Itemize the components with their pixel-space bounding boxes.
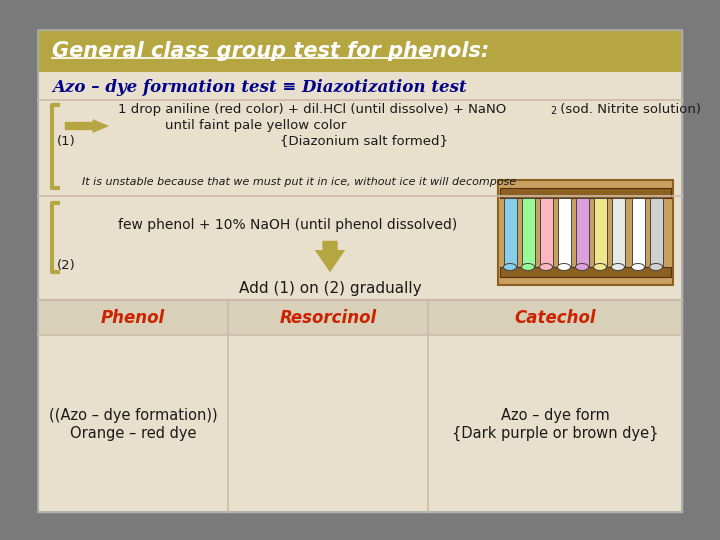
Text: 2: 2 <box>550 106 557 116</box>
Text: (2): (2) <box>57 259 76 272</box>
Text: Phenol: Phenol <box>101 309 165 327</box>
Text: Catechol: Catechol <box>514 309 596 327</box>
Bar <box>650 198 663 267</box>
FancyBboxPatch shape <box>38 300 682 335</box>
Text: General class group test for phenols:: General class group test for phenols: <box>52 41 490 61</box>
Bar <box>540 198 553 267</box>
Text: It is unstable because that we must put it in ice, without ice it will decompose: It is unstable because that we must put … <box>82 177 516 187</box>
Text: ((Azo – dye formation)): ((Azo – dye formation)) <box>49 408 217 423</box>
Ellipse shape <box>575 264 588 271</box>
Bar <box>522 198 535 267</box>
Ellipse shape <box>593 264 606 271</box>
Bar <box>504 198 517 267</box>
Bar <box>594 198 607 267</box>
Text: {Diazonium salt formed}: {Diazonium salt formed} <box>280 134 448 147</box>
Text: Azo – dye form: Azo – dye form <box>500 408 609 423</box>
Text: {Dark purple or brown dye}: {Dark purple or brown dye} <box>451 426 658 441</box>
Ellipse shape <box>611 264 624 271</box>
Ellipse shape <box>521 264 534 271</box>
Bar <box>632 198 645 267</box>
Ellipse shape <box>557 264 570 271</box>
Text: few phenol + 10% NaOH (until phenol dissolved): few phenol + 10% NaOH (until phenol diss… <box>118 218 457 232</box>
Text: Azo – dye formation test ≡ Diazotization test: Azo – dye formation test ≡ Diazotization… <box>52 78 467 96</box>
Bar <box>500 188 671 198</box>
Ellipse shape <box>631 264 644 271</box>
FancyArrowPatch shape <box>315 241 346 272</box>
FancyArrowPatch shape <box>65 119 109 133</box>
Bar <box>558 198 571 267</box>
Text: Resorcinol: Resorcinol <box>279 309 377 327</box>
Bar <box>576 198 589 267</box>
Text: until faint pale yellow color: until faint pale yellow color <box>165 118 346 132</box>
Text: 1 drop aniline (red color) + dil.HCl (until dissolve) + NaNO: 1 drop aniline (red color) + dil.HCl (un… <box>118 103 506 116</box>
FancyBboxPatch shape <box>38 30 682 72</box>
Ellipse shape <box>539 264 552 271</box>
FancyBboxPatch shape <box>38 30 682 512</box>
FancyBboxPatch shape <box>498 180 673 285</box>
Bar <box>500 267 671 277</box>
Text: Add (1) on (2) gradually: Add (1) on (2) gradually <box>239 280 421 295</box>
Bar <box>612 198 625 267</box>
Ellipse shape <box>649 264 662 271</box>
Ellipse shape <box>503 264 516 271</box>
Text: Orange – red dye: Orange – red dye <box>70 426 197 441</box>
Text: (1): (1) <box>57 134 76 147</box>
Text: (sod. Nitrite solution): (sod. Nitrite solution) <box>556 103 701 116</box>
